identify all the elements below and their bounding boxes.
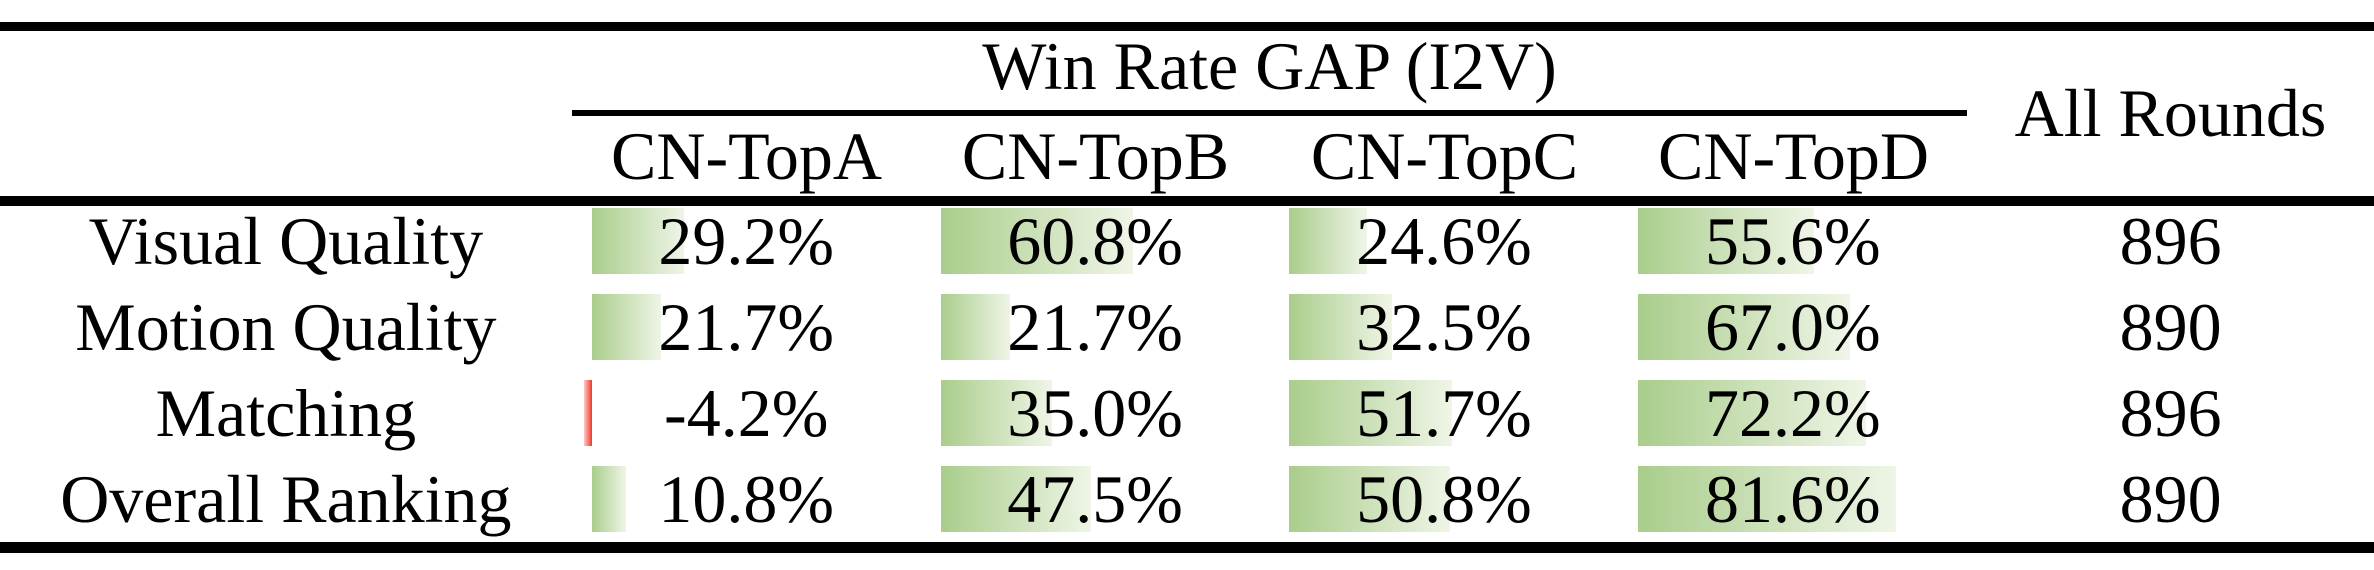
data-bar: [1638, 208, 1815, 274]
win-rate-value: 50.8%: [1356, 460, 1532, 537]
all-rounds-value: 896: [2119, 374, 2222, 451]
column-headers: CN-TopA CN-TopB CN-TopC CN-TopD: [572, 116, 1968, 196]
data-bar: [940, 380, 1052, 446]
table-row-visual-quality: Visual Quality 29.2% 60.8% 24.6% 55.6% 8…: [0, 198, 2374, 284]
win-rate-value: 72.2%: [1704, 374, 1881, 451]
column-header-cn-topa: CN-TopA: [610, 117, 882, 194]
win-rate-cell: 50.8%: [1269, 456, 1618, 542]
win-rate-cell: 72.2%: [1618, 370, 1967, 456]
data-bar: [591, 294, 661, 360]
win-rate-value: 24.6%: [1356, 202, 1532, 279]
data-bar: [591, 208, 684, 274]
all-rounds-value: 896: [2119, 202, 2222, 279]
row-label: Visual Quality: [88, 202, 484, 279]
column-header-cn-topb: CN-TopB: [961, 117, 1230, 194]
win-rate-value: 35.0%: [1007, 374, 1183, 451]
win-rate-value: 47.5%: [1007, 460, 1183, 537]
win-rate-value: 21.7%: [1007, 288, 1183, 365]
data-bar: [1289, 380, 1453, 446]
data-bar: [1638, 466, 1897, 532]
group-underline-rule: [572, 110, 1967, 116]
win-rate-value: 10.8%: [658, 460, 835, 537]
win-rate-cell: 32.5%: [1269, 284, 1618, 370]
win-rate-cell: 24.6%: [1269, 198, 1618, 284]
data-bar: [1638, 380, 1867, 446]
win-rate-cell: 47.5%: [921, 456, 1270, 542]
row-label: Overall Ranking: [60, 460, 512, 537]
top-rule: [0, 22, 2374, 31]
win-rate-value: 81.6%: [1704, 460, 1881, 537]
win-rate-cell: 51.7%: [1269, 370, 1618, 456]
win-rate-value: 60.8%: [1007, 202, 1183, 279]
data-bar: [1638, 294, 1851, 360]
win-rate-value: 51.7%: [1356, 374, 1532, 451]
data-bar: [1289, 208, 1368, 274]
table-row-matching: Matching -4.2% 35.0% 51.7% 72.2% 896: [0, 370, 2374, 456]
row-label: Motion Quality: [75, 288, 497, 365]
data-bar: [583, 380, 592, 446]
data-bar: [940, 466, 1091, 532]
column-header-cn-topc: CN-TopC: [1310, 117, 1579, 194]
win-rate-cell: 81.6%: [1618, 456, 1967, 542]
all-rounds-value: 890: [2119, 460, 2222, 537]
data-bar: [1289, 294, 1393, 360]
data-bar: [591, 466, 626, 532]
win-rate-cell: 60.8%: [921, 198, 1270, 284]
win-rate-value: 55.6%: [1704, 202, 1881, 279]
all-rounds-header: All Rounds: [2014, 75, 2327, 151]
win-rate-cell: 67.0%: [1618, 284, 1967, 370]
group-header-title: Win Rate GAP (I2V): [982, 27, 1557, 104]
all-rounds-value: 890: [2119, 288, 2222, 365]
win-rate-value: -4.2%: [664, 374, 829, 451]
win-rate-value: 67.0%: [1704, 288, 1881, 365]
data-bar: [940, 294, 1010, 360]
win-rate-value: 32.5%: [1356, 288, 1532, 365]
header-body-rule: [0, 196, 2374, 206]
table-body: Visual Quality 29.2% 60.8% 24.6% 55.6% 8…: [0, 198, 2374, 542]
bottom-rule: [0, 542, 2374, 553]
data-bar: [940, 208, 1133, 274]
win-rate-value: 29.2%: [658, 202, 835, 279]
win-rate-cell: -4.2%: [572, 370, 921, 456]
win-rate-cell: 21.7%: [921, 284, 1270, 370]
win-rate-cell: 29.2%: [572, 198, 921, 284]
win-rate-cell: 55.6%: [1618, 198, 1967, 284]
table-row-overall-ranking: Overall Ranking 10.8% 47.5% 50.8% 81.6% …: [0, 456, 2374, 542]
win-rate-cell: 35.0%: [921, 370, 1270, 456]
win-rate-value: 21.7%: [658, 288, 835, 365]
column-header-cn-topd: CN-TopD: [1657, 117, 1929, 194]
table-row-motion-quality: Motion Quality 21.7% 21.7% 32.5% 67.0% 8…: [0, 284, 2374, 370]
data-bar: [1289, 466, 1451, 532]
win-rate-cell: 10.8%: [572, 456, 921, 542]
row-label: Matching: [155, 374, 417, 451]
win-rate-cell: 21.7%: [572, 284, 921, 370]
